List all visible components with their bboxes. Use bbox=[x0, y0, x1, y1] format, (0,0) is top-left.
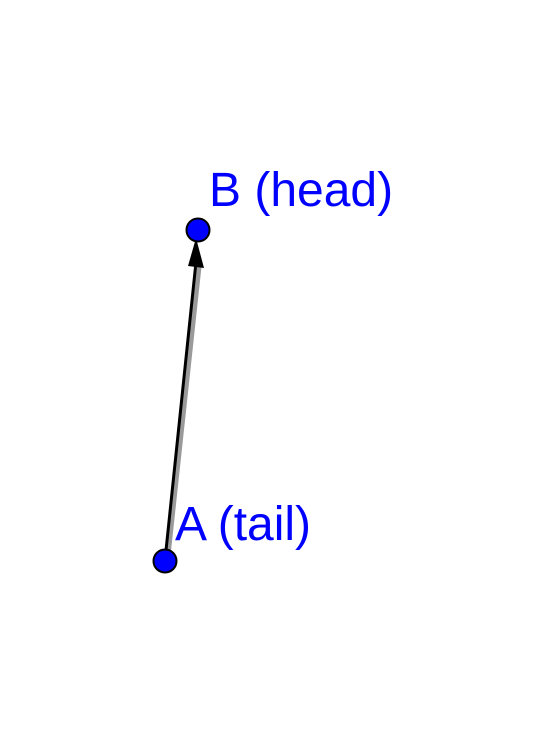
vector-arrow bbox=[163, 261, 198, 561]
point-b-label: B (head) bbox=[209, 164, 393, 217]
point-a-label: A (tail) bbox=[175, 498, 311, 551]
vector-arrowhead bbox=[188, 238, 204, 268]
point-b[interactable] bbox=[185, 217, 211, 243]
vector-shadow bbox=[164, 259, 202, 563]
point-a[interactable] bbox=[152, 548, 178, 574]
